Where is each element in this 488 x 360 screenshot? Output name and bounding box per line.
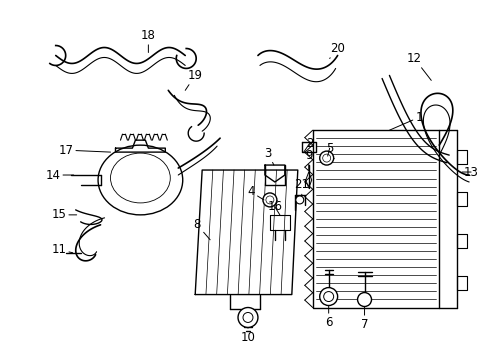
Text: 3: 3 xyxy=(264,147,273,165)
Text: 17: 17 xyxy=(58,144,110,157)
Circle shape xyxy=(295,196,303,204)
Circle shape xyxy=(238,307,258,328)
Circle shape xyxy=(319,288,337,306)
Text: 1: 1 xyxy=(388,111,422,130)
Text: 10: 10 xyxy=(240,328,255,344)
Text: 4: 4 xyxy=(247,185,264,200)
Text: 7: 7 xyxy=(360,306,367,331)
Text: 11: 11 xyxy=(51,243,73,256)
Text: 18: 18 xyxy=(141,29,156,53)
Text: 8: 8 xyxy=(193,218,210,240)
Circle shape xyxy=(319,151,333,165)
Circle shape xyxy=(263,193,276,207)
Text: 16: 16 xyxy=(267,201,282,215)
Text: 6: 6 xyxy=(324,306,332,329)
Text: 19: 19 xyxy=(185,69,203,90)
Text: 5: 5 xyxy=(325,141,333,156)
Text: 14: 14 xyxy=(45,168,74,181)
Text: 9: 9 xyxy=(305,149,312,170)
Ellipse shape xyxy=(98,145,183,215)
Text: 13: 13 xyxy=(461,166,478,179)
Text: 15: 15 xyxy=(51,208,77,221)
Text: 2: 2 xyxy=(303,137,313,152)
Circle shape xyxy=(357,293,371,306)
Text: 20: 20 xyxy=(329,42,345,58)
Text: 21: 21 xyxy=(294,179,308,195)
Text: 12: 12 xyxy=(406,52,430,80)
